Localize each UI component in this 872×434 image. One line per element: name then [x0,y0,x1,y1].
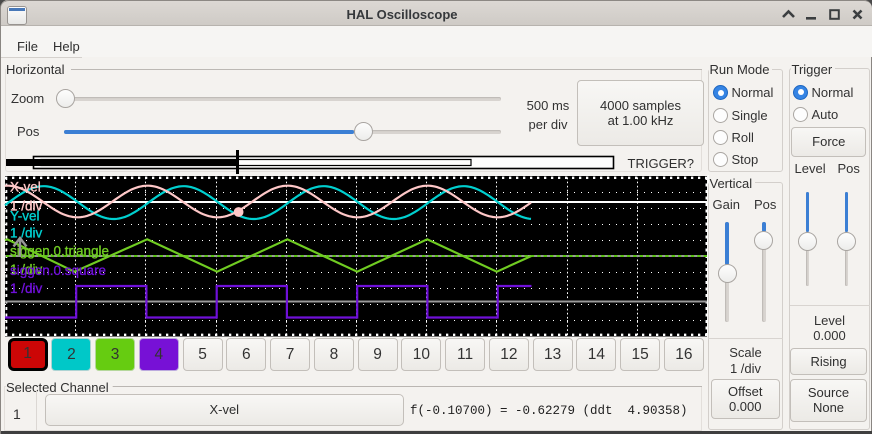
svg-text:Y-vel: Y-vel [10,209,40,224]
svg-text:1 /div: 1 /div [10,226,43,241]
svg-text:siggen.0.triangle: siggen.0.triangle [10,244,109,259]
svg-text:1 /div: 1 /div [10,199,43,214]
svg-text:1 /div: 1 /div [10,262,43,277]
svg-text:siggen.0.square: siggen.0.square [10,263,106,278]
svg-text:1 /div: 1 /div [10,281,43,296]
svg-text:X-vel: X-vel [10,180,41,195]
